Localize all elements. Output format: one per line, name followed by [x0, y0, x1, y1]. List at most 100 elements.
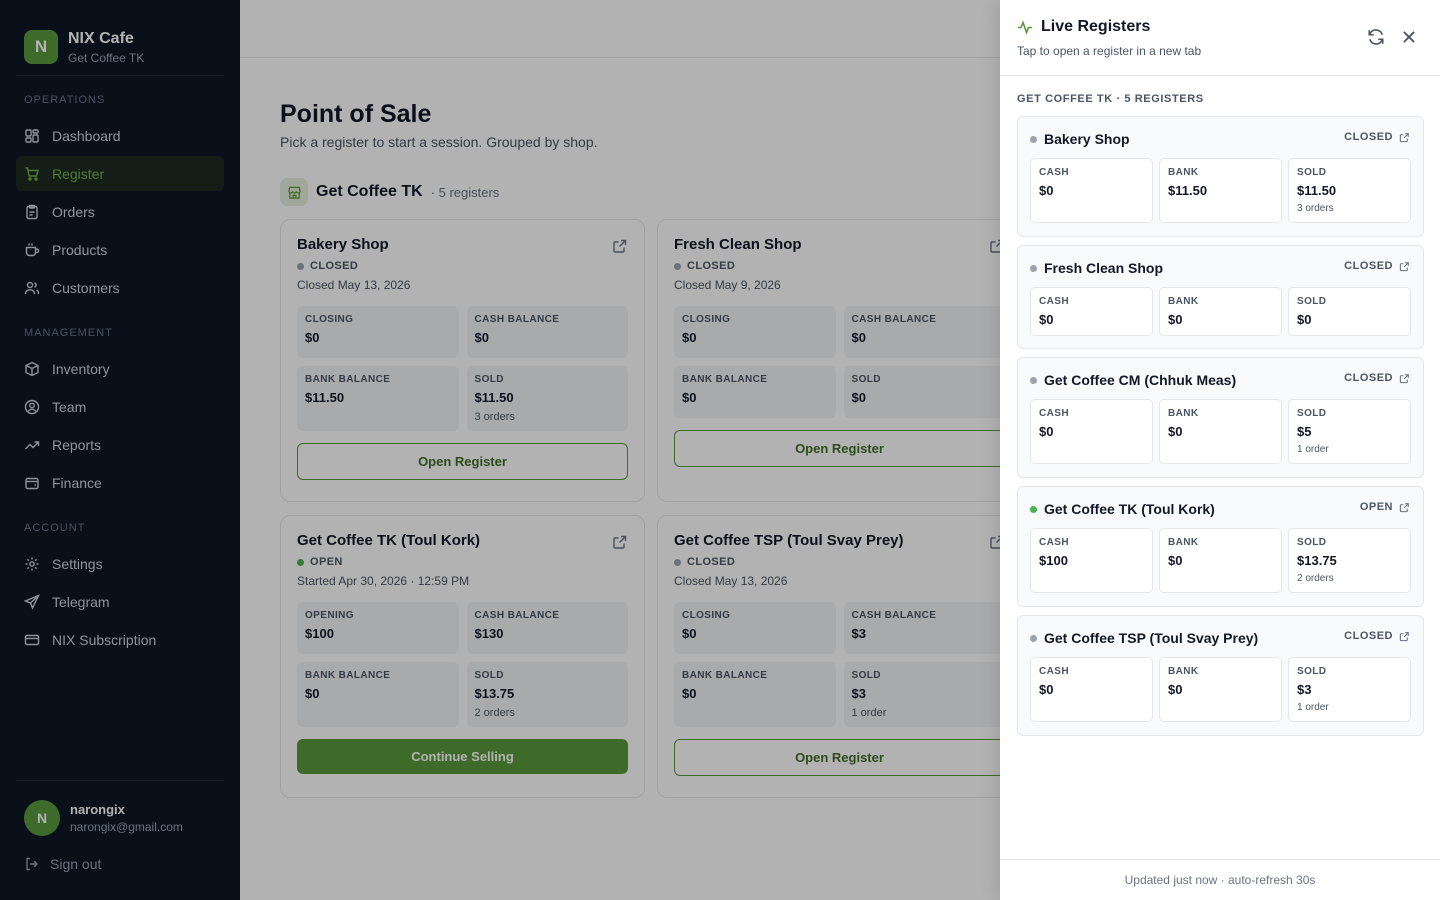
sign-out-button[interactable]: Sign out	[24, 856, 101, 872]
reg-label: BANK	[1168, 408, 1199, 419]
sidebar-item-customers[interactable]: Customers	[16, 270, 224, 305]
stat-label: CASH BALANCE	[474, 314, 560, 325]
status-badge: OPEN	[297, 556, 628, 568]
cart-icon	[25, 166, 39, 181]
stat-sold: SOLD $13.75 2 orders	[466, 662, 628, 727]
reg-label: SOLD	[1297, 537, 1327, 548]
sidebar-item-label: Telegram	[52, 593, 110, 610]
live-cash: CASH $100	[1030, 528, 1153, 593]
live-registers-panel: Live Registers Tap to open a register in…	[1000, 0, 1440, 900]
sidebar-item-dashboard[interactable]: Dashboard	[16, 118, 224, 153]
sidebar-item-label: Customers	[52, 279, 120, 296]
sidebar-item-reports[interactable]: Reports	[16, 427, 224, 462]
reg-label: BANK	[1168, 167, 1199, 178]
stat-label: CLOSING	[305, 314, 354, 325]
reg-label: SOLD	[1297, 296, 1327, 307]
stat-label: SOLD	[474, 670, 504, 681]
reg-label: BANK	[1168, 296, 1199, 307]
live-register-name: Get Coffee TSP (Toul Svay Prey)	[1044, 630, 1259, 646]
stat-label: CASH BALANCE	[474, 610, 560, 621]
status-text: CLOSED	[310, 260, 359, 272]
status-text: CLOSED	[687, 260, 736, 272]
stat-label: BANK BALANCE	[305, 374, 391, 385]
sidebar-item-team[interactable]: Team	[16, 389, 224, 424]
external-link-icon[interactable]	[612, 534, 628, 550]
sidebar-item-settings[interactable]: Settings	[16, 546, 224, 581]
close-icon[interactable]	[1400, 28, 1418, 46]
refresh-icon[interactable]	[1367, 28, 1385, 46]
live-bank: BANK $11.50	[1159, 158, 1282, 223]
status-dot	[1030, 505, 1037, 513]
user-email: narongix@gmail.com	[70, 820, 183, 834]
live-register-item[interactable]: Fresh Clean Shop CLOSED CASH $0 BANK $0 SO…	[1017, 245, 1424, 349]
stat-value: $0	[474, 330, 489, 345]
activity-icon	[1018, 20, 1032, 35]
open-register-button[interactable]: Open Register	[674, 739, 1005, 776]
avatar: N	[24, 800, 60, 836]
stat-sold: SOLD $0	[843, 366, 1005, 418]
send-icon	[24, 593, 40, 610]
live-register-item[interactable]: Get Coffee TK (Toul Kork) OPEN CASH $100 …	[1017, 486, 1424, 607]
user-profile[interactable]: N narongix narongix@gmail.com	[24, 800, 183, 836]
sidebar-item-inventory[interactable]: Inventory	[16, 351, 224, 386]
live-register-item[interactable]: Get Coffee CM (Chhuk Meas) CLOSED CASH $0…	[1017, 357, 1424, 478]
brand-sub: Get Coffee TK	[68, 50, 145, 65]
stat-opening: OPENING $100	[297, 602, 459, 654]
live-register-item[interactable]: Bakery Shop CLOSED CASH $0 BANK $11.50 SOL…	[1017, 116, 1424, 237]
live-cash: CASH $0	[1030, 657, 1153, 722]
sidebar-item-telegram[interactable]: Telegram	[16, 584, 224, 619]
stat-closing: CLOSING $0	[674, 306, 836, 358]
shop-register-count: · 5 registers	[430, 184, 500, 200]
clipboard-icon	[26, 204, 38, 219]
reg-value: $0	[1168, 682, 1183, 697]
logout-icon	[26, 857, 38, 871]
external-link-icon[interactable]	[612, 238, 628, 254]
status-dot	[297, 262, 304, 270]
stat-note: 3 orders	[474, 411, 515, 423]
reg-label: BANK	[1168, 666, 1199, 677]
status-badge: CLOSED	[1344, 260, 1410, 272]
live-bank: BANK $0	[1159, 287, 1282, 336]
register-card[interactable]: Fresh Clean Shop CLOSED Closed May 9, 20…	[657, 219, 1022, 502]
sidebar-item-label: NIX Subscription	[52, 631, 157, 648]
sidebar-item-register[interactable]: Register	[16, 156, 224, 191]
register-card-title: Get Coffee TSP (Toul Svay Prey)	[674, 532, 904, 549]
credit-card-icon	[24, 634, 40, 645]
stat-label: CASH BALANCE	[851, 610, 937, 621]
coffee-cup-icon	[25, 243, 40, 256]
live-bank: BANK $0	[1159, 528, 1282, 593]
stat-label: CLOSING	[682, 314, 731, 325]
stat-value: $3	[851, 626, 866, 641]
sidebar-item-products[interactable]: Products	[16, 232, 224, 267]
sidebar-item-orders[interactable]: Orders	[16, 194, 224, 229]
stat-value: $0	[851, 330, 866, 345]
continue-selling-button[interactable]: Continue Selling	[297, 739, 628, 774]
register-card[interactable]: Bakery Shop CLOSED Closed May 13, 2026 C…	[280, 219, 645, 502]
reg-label: CASH	[1039, 296, 1069, 307]
stat-label: CLOSING	[682, 610, 731, 621]
reg-label: CASH	[1039, 537, 1069, 548]
sidebar-item-finance[interactable]: Finance	[16, 465, 224, 500]
wallet-icon	[25, 477, 39, 489]
live-sold: SOLD $5 1 order	[1288, 399, 1411, 464]
sidebar-item-nix-subscription[interactable]: NIX Subscription	[16, 622, 224, 657]
register-card[interactable]: Get Coffee TSP (Toul Svay Prey) CLOSED C…	[657, 515, 1022, 798]
open-register-button[interactable]: Open Register	[297, 443, 628, 480]
sidebar-item-label: Inventory	[52, 360, 110, 377]
stat-bank-balance: BANK BALANCE $0	[674, 662, 836, 727]
modal-backdrop[interactable]	[0, 0, 1000, 900]
open-register-button[interactable]: Open Register	[674, 430, 1005, 467]
nav-section-account: ACCOUNT	[24, 522, 86, 534]
live-cash: CASH $0	[1030, 158, 1153, 223]
reg-label: BANK	[1168, 537, 1199, 548]
live-register-item[interactable]: Get Coffee TSP (Toul Svay Prey) CLOSED C…	[1017, 615, 1424, 736]
reg-value: $11.50	[1297, 183, 1337, 198]
sidebar-item-label: Register	[52, 165, 105, 182]
register-card-date: Closed May 13, 2026	[674, 574, 788, 588]
stat-sold: SOLD $11.50 3 orders	[466, 366, 628, 431]
reg-note: 1 order	[1297, 444, 1329, 455]
register-card[interactable]: Get Coffee TK (Toul Kork) OPEN Started A…	[280, 515, 645, 798]
stat-closing: CLOSING $0	[674, 602, 836, 654]
brand[interactable]: N NIX Cafe Get Coffee TK	[0, 0, 240, 76]
stat-value: $0	[682, 330, 697, 345]
